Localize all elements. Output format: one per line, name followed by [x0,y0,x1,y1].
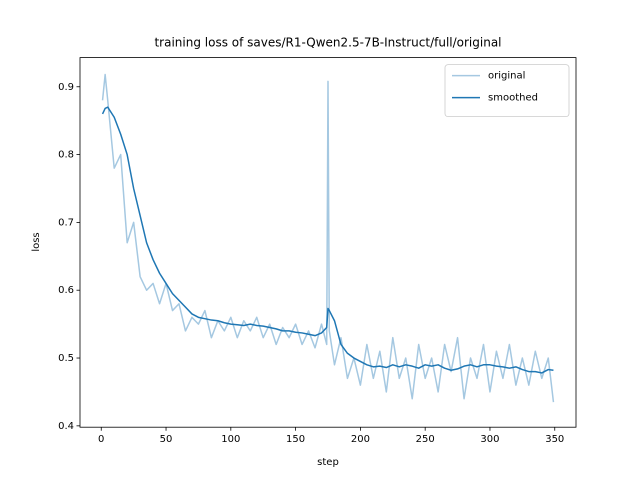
legend: original smoothed [444,64,570,117]
y-tick-label: 0.5 [58,353,74,364]
y-tick-label: 0.6 [58,285,74,296]
series-line [101,106,554,374]
x-tick-label: 50 [160,434,173,445]
y-tick-label: 0.4 [58,421,74,432]
x-tick-label: 250 [416,434,435,445]
x-tick-label: 200 [351,434,370,445]
chart-title: training loss of saves/R1-Qwen2.5-7B-Ins… [154,36,501,50]
plot-frame [79,57,577,428]
y-tick-label: 0.7 [58,217,74,228]
x-tick-label: 0 [98,434,104,445]
x-tick-label: 100 [221,434,240,445]
x-tick-label: 150 [286,434,305,445]
x-tick-label: 300 [480,434,499,445]
x-axis-label: step [317,457,339,468]
legend-label: original [488,71,525,82]
y-axis-label: loss [31,232,42,251]
y-tick-label: 0.9 [58,82,74,93]
legend-label: smoothed [488,93,538,104]
y-tick-label: 0.8 [58,150,74,161]
legend-box [444,64,570,117]
series-line [101,73,555,403]
x-tick-label: 350 [545,434,564,445]
